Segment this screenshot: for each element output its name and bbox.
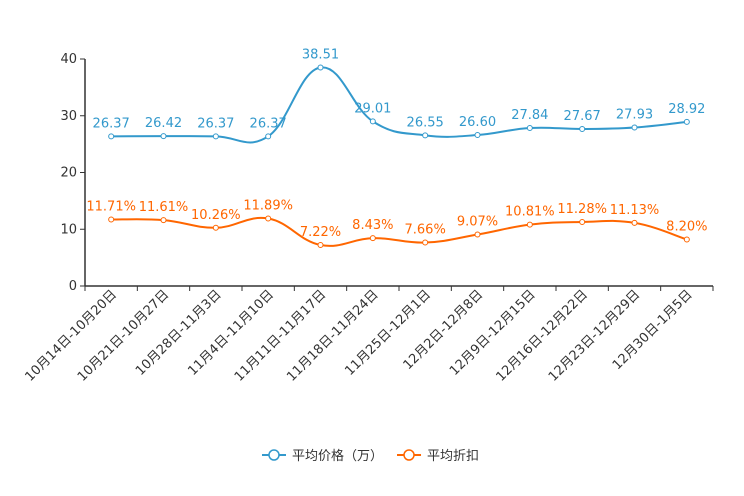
data-label: 10.81% <box>505 205 555 220</box>
data-point <box>212 224 219 231</box>
legend-marker-icon <box>268 449 280 461</box>
data-point <box>160 217 167 224</box>
legend-item-1[interactable]: 平均折扣 <box>397 449 479 464</box>
data-point <box>265 215 272 222</box>
data-label: 29.01 <box>354 101 391 116</box>
data-point <box>108 133 115 140</box>
data-point <box>369 118 376 125</box>
x-tick-label: 12月23日-12月29日 <box>546 287 643 384</box>
data-point <box>160 133 167 140</box>
data-label: 26.55 <box>407 115 444 130</box>
data-point <box>579 218 586 225</box>
data-label: 11.71% <box>86 200 136 215</box>
data-label: 26.42 <box>145 116 182 131</box>
legend-label: 平均折扣 <box>427 449 479 464</box>
y-tick-label: 30 <box>60 109 77 124</box>
data-point <box>422 132 429 139</box>
y-tick-label: 10 <box>60 222 77 237</box>
series-layer: 26.37 26.42 26.37 26.37 38.51 29.01 26.55 26.60… <box>86 47 707 249</box>
data-point <box>422 239 429 246</box>
data-label: 26.37 <box>197 116 234 131</box>
data-label: 11.61% <box>139 200 189 215</box>
data-label: 26.60 <box>459 115 496 130</box>
series-1: 11.71% 11.61%10.26%11.89% 7.22% 8.43% 7.66% 9… <box>86 199 707 249</box>
data-point <box>631 124 638 131</box>
data-point <box>631 219 638 226</box>
data-label: 27.67 <box>564 109 601 124</box>
y-tick-label: 20 <box>60 166 77 181</box>
data-label: 11.13% <box>610 203 660 218</box>
data-label: 8.43% <box>352 218 393 233</box>
data-label: 27.84 <box>511 108 548 123</box>
data-point <box>369 235 376 242</box>
y-tick-label: 40 <box>60 52 77 67</box>
data-point <box>317 64 324 71</box>
data-label: 10.26% <box>191 208 241 223</box>
data-point <box>579 125 586 132</box>
data-label: 9.07% <box>457 215 498 230</box>
data-label: 11.89% <box>243 199 293 214</box>
data-point <box>683 236 690 243</box>
data-label: 7.66% <box>405 223 446 238</box>
legend-marker-icon <box>403 449 415 461</box>
data-label: 11.28% <box>557 202 607 217</box>
data-point <box>683 118 690 125</box>
data-label: 27.93 <box>616 107 653 122</box>
legend-label: 平均价格（万） <box>292 448 383 464</box>
data-label: 26.37 <box>250 116 287 131</box>
series-0: 26.37 26.42 26.37 26.37 38.51 29.01 26.55 26.60… <box>93 47 705 144</box>
data-label: 26.37 <box>93 116 130 131</box>
data-point <box>474 132 481 139</box>
x-tick-label: 10月21日-10月27日 <box>75 287 172 384</box>
data-point <box>317 242 324 249</box>
legend-item-0[interactable]: 平均价格（万） <box>262 448 383 464</box>
data-point <box>265 133 272 140</box>
y-tick-label: 0 <box>69 279 77 294</box>
data-label: 28.92 <box>668 102 705 117</box>
data-label: 7.22% <box>300 225 341 240</box>
x-tick-label: 11月11日-11月17日 <box>232 287 329 384</box>
series-line <box>111 216 688 247</box>
data-point <box>526 221 533 228</box>
data-label: 38.51 <box>302 47 339 62</box>
data-point <box>474 231 481 238</box>
data-label: 8.20% <box>666 219 707 234</box>
legend[interactable]: 平均价格（万） 平均折扣 <box>262 448 479 464</box>
x-tick-label: 11月18日-11月24日 <box>284 287 381 384</box>
x-tick-label: 12月16日-12月22日 <box>494 287 591 384</box>
data-point <box>212 133 219 140</box>
data-point <box>526 125 533 132</box>
data-point <box>108 216 115 223</box>
x-tick-label: 10月14日-10月20日 <box>23 287 120 384</box>
